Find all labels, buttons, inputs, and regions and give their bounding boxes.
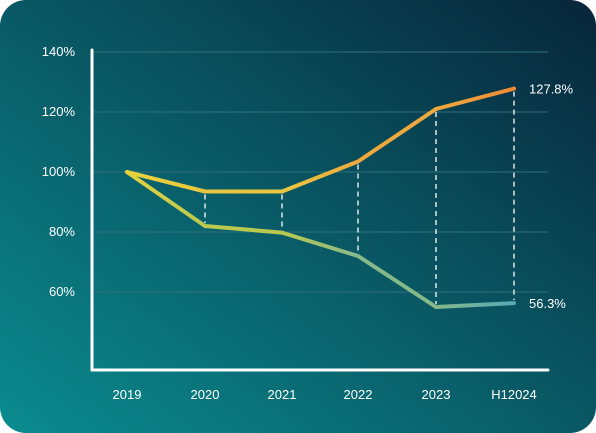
x-tick-label: H12024: [491, 387, 537, 402]
series-2-segment: [356, 254, 438, 309]
x-tick-label: 2019: [113, 387, 142, 402]
end-label-series-1: 127.8%: [529, 82, 574, 97]
series-2-segment: [434, 301, 516, 309]
x-tick-label: 2023: [422, 387, 451, 402]
series-1-segment: [280, 159, 360, 194]
x-tick-labels: 2019 2020 2021 2022 2023 H12024: [113, 387, 537, 402]
series-2: [125, 170, 516, 309]
series-2-segment: [280, 230, 360, 258]
series-1-segment: [434, 86, 516, 111]
series-2-segment: [203, 224, 284, 235]
series-1-segment: [125, 170, 207, 194]
x-tick-label: 2020: [191, 387, 220, 402]
gridlines: [92, 51, 548, 293]
x-tick-label: 2022: [344, 387, 373, 402]
dashed-connectors: [204, 91, 515, 304]
series-1: [125, 86, 516, 194]
y-tick-label: 80%: [49, 224, 75, 239]
series-lines: [125, 86, 516, 309]
y-tick-label: 120%: [42, 104, 76, 119]
series-1-segment: [356, 107, 438, 164]
y-tick-labels: 60% 80% 100% 120% 140%: [42, 44, 76, 299]
y-tick-label: 100%: [42, 164, 76, 179]
axes: [90, 48, 550, 372]
series-2-segment: [125, 170, 207, 228]
end-label-series-2: 56.3%: [529, 296, 566, 311]
x-tick-label: 2021: [268, 387, 297, 402]
y-tick-label: 60%: [49, 284, 75, 299]
end-labels: 127.8% 56.3%: [529, 82, 574, 312]
y-tick-label: 140%: [42, 44, 76, 59]
